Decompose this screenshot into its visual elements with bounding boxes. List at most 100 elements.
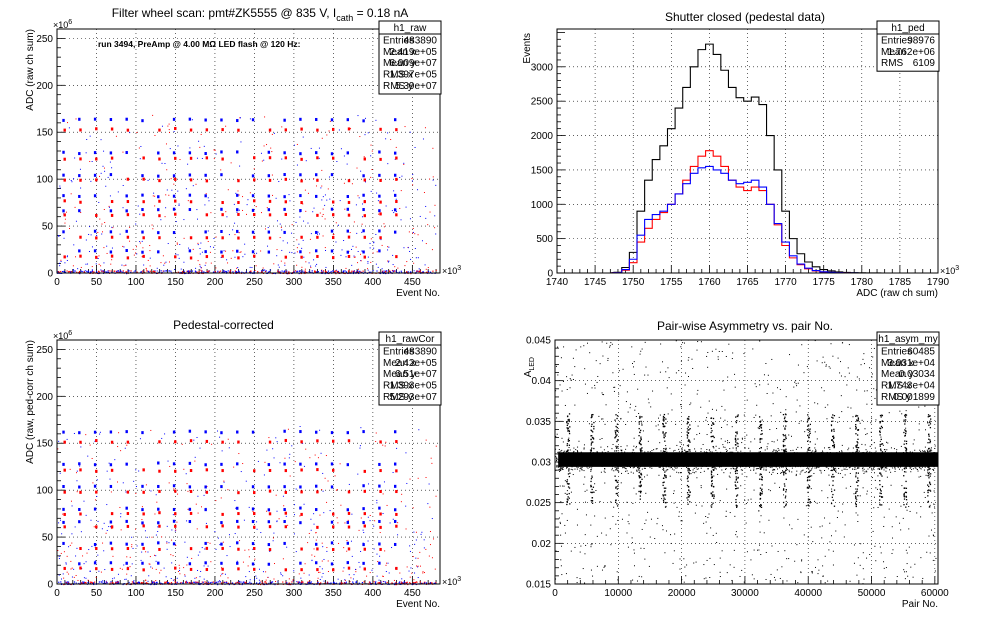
data-point [766,455,768,457]
data-point [700,461,702,463]
data-point [321,542,323,544]
plateau-mark [253,156,256,160]
data-point [690,452,692,454]
data-point [906,464,908,466]
data-point [824,465,826,467]
stats-value: 6.51e+07 [395,369,437,380]
plateau-mark [63,490,66,494]
panel-title: Shutter closed (pedestal data) [665,10,825,24]
data-point [920,453,922,455]
data-point [126,556,128,558]
plateau-mark [378,484,381,488]
data-point [736,459,738,461]
plateau-mark [379,212,382,216]
data-point [641,464,643,466]
data-point [931,456,933,458]
data-point [878,460,880,462]
data-point [85,514,87,516]
data-point [387,260,389,262]
data-point [568,470,570,472]
data-point [435,445,437,447]
data-point [360,260,362,262]
data-point [333,582,336,584]
data-point [367,261,369,263]
data-point [58,581,60,583]
data-point [567,461,569,463]
plateau-mark [346,561,350,565]
data-point [89,271,92,273]
data-point [256,577,258,579]
data-point [354,256,356,258]
data-point [410,258,412,260]
plateau-mark [236,462,239,466]
data-point [874,447,876,449]
plateau-mark [93,117,97,121]
data-point [87,579,89,581]
plateau-mark [315,151,318,155]
data-point [901,462,903,464]
data-point [561,457,563,459]
data-point [642,455,644,457]
plateau-mark [393,542,397,546]
data-point [645,458,647,460]
data-point [574,462,576,464]
data-point [75,220,77,222]
data-point [594,456,596,458]
data-point [682,458,684,460]
data-point [308,262,310,264]
data-point [688,464,690,466]
plateau-mark [62,209,65,213]
data-point [934,458,936,460]
data-point [319,566,321,568]
data-point [656,457,658,459]
data-point [303,465,305,467]
data-point [68,271,70,273]
data-point [753,468,755,470]
data-point [861,459,863,461]
data-point [57,550,59,552]
data-point [770,456,772,458]
data-point [315,265,317,267]
plateau-mark [395,469,398,473]
data-point [894,459,896,461]
data-point [662,460,664,462]
data-point [693,472,695,474]
data-point [603,453,605,455]
data-point [270,269,272,271]
data-point [293,144,295,146]
data-point [643,464,645,466]
data-point [699,464,701,466]
data-point [238,271,240,273]
stats-value: 2.419e+05 [389,47,437,58]
data-point [296,239,298,241]
data-point [846,458,848,460]
data-point [425,582,428,584]
data-point [306,582,308,584]
data-point [431,462,433,464]
data-point [242,581,244,583]
x-tick-label: 1760 [698,277,721,288]
data-point [710,458,712,460]
data-point [427,503,429,505]
plateau-mark [141,230,144,234]
plateau-mark [189,256,193,260]
data-point [632,467,634,469]
data-point [296,247,298,249]
data-point [412,174,414,176]
data-point [820,458,822,460]
plateau-mark [362,543,365,547]
data-point [74,206,76,208]
data-point [195,577,197,579]
data-point [336,161,338,163]
data-point [927,466,929,468]
data-point [688,453,690,455]
data-point [663,469,665,471]
data-point [401,493,403,495]
plateau-mark [188,461,192,465]
plateau-mark [379,440,382,444]
plateau-mark [62,485,65,489]
plateau-mark [141,521,144,525]
data-point [649,467,651,469]
data-point [663,465,665,467]
plateau-mark [188,193,192,197]
